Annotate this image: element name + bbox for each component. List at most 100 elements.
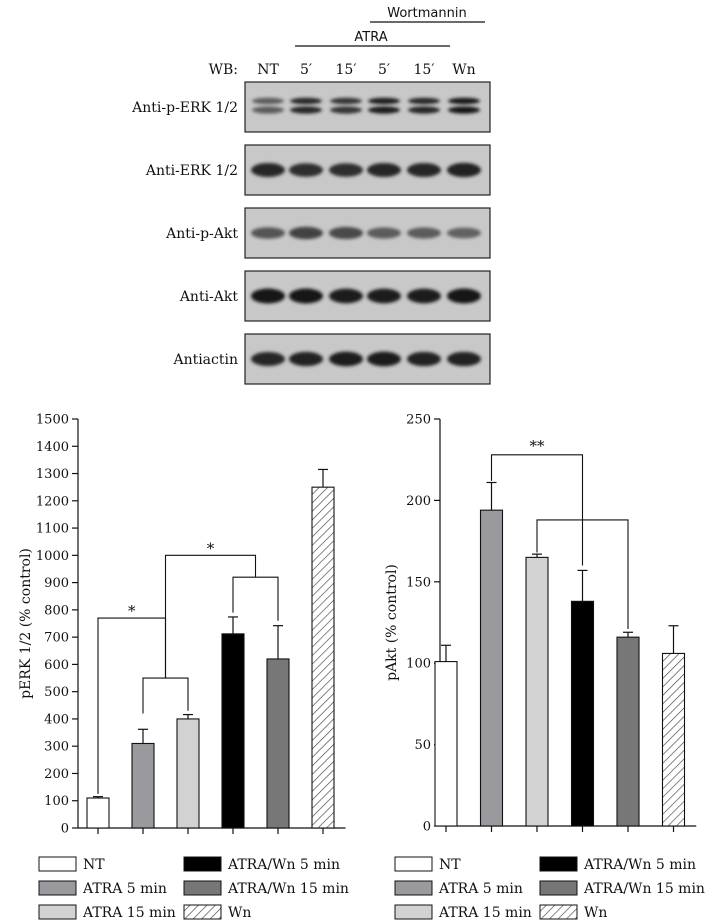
y-tick-label: 800 xyxy=(44,603,69,618)
blot-band xyxy=(407,288,441,304)
legend-swatch xyxy=(183,904,222,920)
bar xyxy=(221,633,245,829)
blot-rows: Anti-p-ERK 1/2 Anti-ERK 1/2 Anti-p-Akt Anti… xyxy=(131,81,491,385)
blot-band xyxy=(447,351,481,367)
blot-band xyxy=(252,97,284,105)
blot-row-label: Anti-ERK 1/2 xyxy=(145,163,238,179)
y-tick-label: 1100 xyxy=(36,522,69,537)
blot-band xyxy=(251,163,285,177)
blot-band xyxy=(367,288,401,304)
y-tick-label: 1400 xyxy=(36,440,69,455)
blot-band xyxy=(367,163,401,177)
significance-star: ** xyxy=(530,437,546,455)
y-tick-label: 400 xyxy=(44,712,69,727)
bar xyxy=(311,486,335,829)
legend-label: ATRA 5 min xyxy=(82,881,167,897)
blot-band xyxy=(251,352,285,366)
legend-label: ATRA/Wn 15 min xyxy=(227,881,349,897)
significance-bracket xyxy=(536,519,629,630)
legend-swatch xyxy=(539,904,578,920)
legend-swatch xyxy=(539,880,578,896)
bar xyxy=(570,600,595,827)
chart-pakt: 0 50 100 150 200 250 pAkt (% control) ** xyxy=(384,413,697,835)
blot-row: Anti-Akt xyxy=(179,270,491,322)
blot-row: Anti-ERK 1/2 xyxy=(145,144,491,196)
lane-label: Wn xyxy=(452,62,475,78)
blot-band xyxy=(447,162,481,178)
bar xyxy=(86,797,110,829)
blot-band xyxy=(448,106,480,114)
significance-star: * xyxy=(207,539,215,557)
y-axis-label: pAkt (% control) xyxy=(384,564,400,681)
lane-label: 15′ xyxy=(414,62,435,78)
blot-band xyxy=(408,106,440,114)
blot-row-label: Antiactin xyxy=(172,352,238,368)
y-tick-label: 250 xyxy=(406,413,431,428)
legend-swatch xyxy=(539,856,578,872)
blot-row-label: Anti-p-Akt xyxy=(165,226,238,242)
blot-band xyxy=(289,163,323,177)
lane-label: 5′ xyxy=(378,62,390,78)
blot-band xyxy=(330,97,362,105)
atra-label: ATRA xyxy=(354,30,387,45)
y-tick-label: 150 xyxy=(406,575,431,590)
y-tick-label: 600 xyxy=(44,658,69,673)
bar xyxy=(525,556,549,827)
legend-swatch xyxy=(38,904,77,920)
blot-band xyxy=(289,288,323,304)
y-tick-label: 1300 xyxy=(36,467,69,482)
legend-swatch xyxy=(394,856,433,872)
legend-label: ATRA 5 min xyxy=(438,881,523,897)
y-tick-label: 700 xyxy=(44,631,69,646)
legend-label: Wn xyxy=(228,905,251,921)
blot-band xyxy=(330,106,362,114)
blot-band xyxy=(329,226,363,240)
y-tick-label: 1500 xyxy=(36,413,69,428)
chart-perk: 0 100 200 300 400 500 600 700 800 900 1000 1100 1200… xyxy=(18,413,346,837)
legend-swatch xyxy=(394,880,433,896)
y-tick-label: 0 xyxy=(61,822,69,837)
blot-band xyxy=(251,227,285,239)
lane-labels: NT 5′ 15′ 5′ 15′ Wn xyxy=(257,62,476,78)
legend-swatch xyxy=(38,856,77,872)
y-tick-label: 500 xyxy=(44,685,69,700)
y-tick-label: 1200 xyxy=(36,494,69,509)
blot-row: Anti-p-Akt xyxy=(165,207,491,259)
legend-label: NT xyxy=(83,857,105,873)
blot-membrane xyxy=(244,81,491,133)
legend-label: ATRA/Wn 15 min xyxy=(583,881,705,897)
bar xyxy=(131,742,155,829)
legend-label: ATRA/Wn 5 min xyxy=(227,857,340,873)
y-tick-label: 900 xyxy=(44,576,69,591)
legend-swatch xyxy=(394,904,433,920)
blot-band xyxy=(289,351,323,367)
bar xyxy=(176,718,200,829)
blot-band xyxy=(290,97,322,105)
y-tick-label: 200 xyxy=(44,767,69,782)
blot-band xyxy=(408,97,440,105)
bar xyxy=(616,636,640,827)
y-tick-label: 100 xyxy=(406,657,431,672)
lane-label: 5′ xyxy=(300,62,312,78)
blot-band xyxy=(289,226,323,240)
y-tick-label: 100 xyxy=(44,794,69,809)
blot-band xyxy=(447,288,481,304)
blot-band xyxy=(407,351,441,367)
wb-label: WB: xyxy=(209,62,238,78)
blot-row: Anti-p-ERK 1/2 xyxy=(131,81,491,133)
blot-band xyxy=(329,163,363,177)
blot-band xyxy=(252,106,284,114)
wortmannin-label: Wortmannin xyxy=(387,6,466,21)
lane-label: NT xyxy=(257,62,279,78)
bar xyxy=(434,661,458,827)
blot-band xyxy=(407,163,441,177)
blot-band xyxy=(368,106,400,114)
legend-left: NT ATRA 5 min ATRA 15 min ATRA/Wn 5 min ATRA… xyxy=(38,856,349,921)
group-bracket xyxy=(142,677,189,714)
significance-bracket xyxy=(490,454,584,566)
legend-swatch xyxy=(183,880,222,896)
blot-header: Wortmannin ATRA WB: NT 5′ 15′ 5′ 15′ Wn xyxy=(209,6,485,78)
blot-band xyxy=(329,288,363,304)
blot-band xyxy=(367,351,401,367)
